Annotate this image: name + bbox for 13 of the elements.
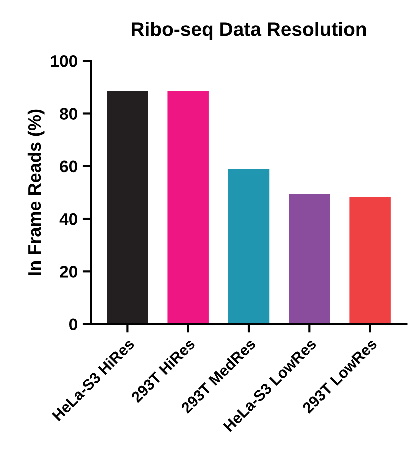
y-tick-label: 20 <box>60 266 78 278</box>
y-tick-label: 40 <box>60 213 78 226</box>
y-tick-label: 100 <box>51 56 78 68</box>
bar <box>107 91 148 324</box>
y-axis-title: In Frame Reads (%) <box>28 110 45 276</box>
bar <box>350 197 391 324</box>
y-tick-label: 80 <box>60 108 78 120</box>
y-tick-label: 60 <box>60 160 78 173</box>
chart-title: Ribo-seq Data Resolution <box>132 22 366 40</box>
bar <box>168 91 209 324</box>
bar <box>289 194 330 324</box>
bar <box>228 169 270 324</box>
y-tick-label: 0 <box>69 318 78 331</box>
